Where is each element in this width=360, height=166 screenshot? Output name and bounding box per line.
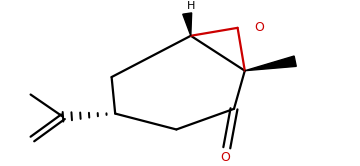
Polygon shape	[183, 13, 192, 36]
Text: O: O	[220, 151, 230, 164]
Text: O: O	[254, 21, 264, 34]
Text: H: H	[186, 1, 195, 11]
Polygon shape	[245, 56, 296, 71]
